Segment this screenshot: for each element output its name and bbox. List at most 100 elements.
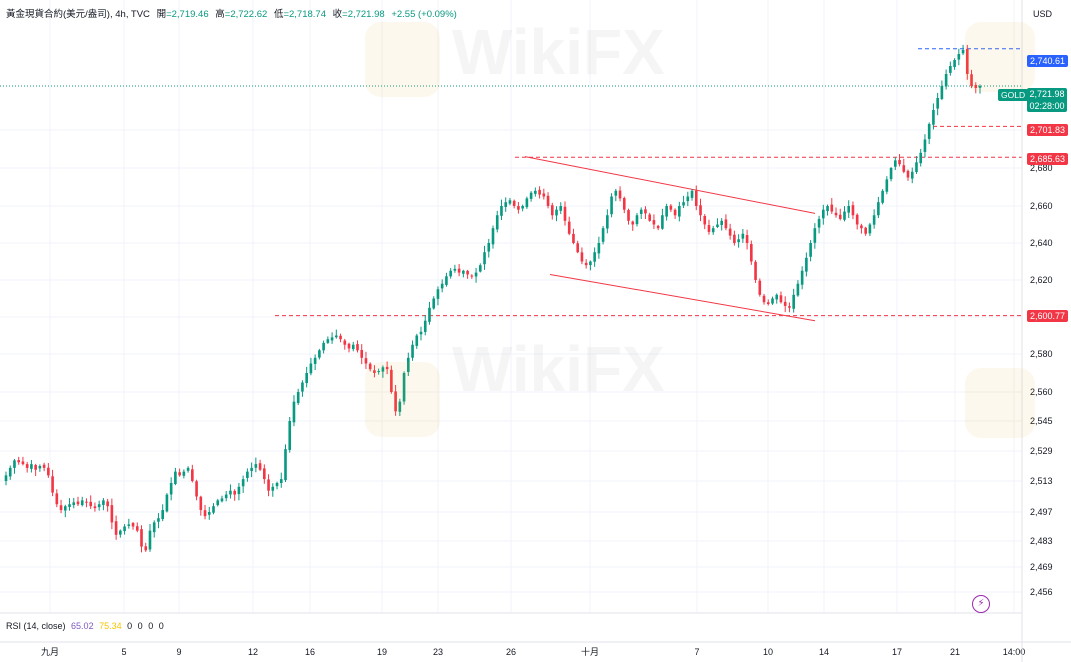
open-label: 開 (156, 9, 167, 20)
gold-symbol-tag: GOLD (998, 89, 1029, 101)
candle (220, 495, 224, 503)
candle (783, 296, 787, 313)
candle (474, 267, 478, 283)
candle (59, 499, 63, 514)
candle (694, 185, 698, 211)
candle (830, 198, 834, 214)
candle (673, 208, 677, 219)
candle (686, 191, 690, 207)
candle (347, 342, 351, 353)
candle (906, 169, 910, 181)
candle (724, 214, 728, 231)
candle (817, 215, 821, 234)
candle (360, 344, 364, 365)
candle (34, 463, 37, 476)
candle (241, 475, 245, 493)
candle (813, 223, 817, 249)
candle (627, 208, 630, 225)
currency-label[interactable]: USD (1033, 9, 1053, 19)
candle (301, 380, 304, 397)
rsi-extra-2: 0 (148, 621, 154, 631)
rsi-label: RSI (14, close) (6, 621, 66, 631)
candle (38, 464, 42, 472)
candle (512, 199, 516, 209)
candle (597, 236, 601, 259)
candle (580, 247, 584, 265)
candle (191, 464, 194, 483)
candle (30, 460, 33, 473)
candle (385, 361, 389, 375)
candle (339, 333, 342, 343)
candle (258, 459, 262, 472)
candle (250, 462, 253, 478)
candle (68, 498, 71, 511)
candle (25, 461, 29, 473)
candle (292, 395, 296, 427)
candle (127, 518, 131, 529)
candle (682, 195, 685, 209)
candle (957, 48, 961, 66)
candle (63, 504, 67, 518)
candle (589, 260, 592, 271)
price-tag-2701: 2,701.83 (1027, 124, 1069, 136)
candle (923, 134, 927, 158)
candle (940, 80, 944, 101)
candle (889, 167, 893, 182)
candle (114, 515, 118, 540)
candle (373, 365, 376, 378)
candle (500, 199, 503, 221)
channel-line[interactable] (524, 156, 816, 214)
candle (377, 368, 380, 375)
candle (449, 268, 452, 279)
candle (186, 466, 190, 473)
y-tick-label: 2,680 (1030, 163, 1053, 173)
candle (487, 238, 491, 258)
candle (529, 191, 533, 202)
x-tick-label: 26 (506, 647, 516, 657)
candle (368, 362, 372, 372)
candle (881, 189, 884, 205)
candle (419, 326, 423, 341)
candle (21, 456, 25, 466)
candle (703, 214, 707, 230)
candle (182, 469, 186, 479)
candle (432, 296, 436, 310)
candle (707, 219, 711, 235)
candle (76, 496, 80, 507)
candle (119, 529, 122, 538)
candle (309, 357, 313, 376)
candle (415, 333, 419, 349)
candle (877, 196, 880, 219)
channel-line[interactable] (549, 273, 816, 322)
candle (152, 520, 156, 538)
candle (868, 222, 872, 237)
symbol-legend[interactable]: 黃金現貨合約(美元/盎司), 4h, TVC 開=2,719.46 高=2,72… (6, 6, 457, 20)
candle (495, 210, 499, 233)
x-tick-label: 16 (305, 647, 315, 657)
candle (898, 154, 901, 167)
candle (224, 491, 228, 502)
candle (584, 259, 588, 269)
candle (550, 202, 554, 220)
candle (965, 44, 969, 80)
y-tick-label: 2,483 (1030, 536, 1053, 546)
candle (737, 234, 740, 248)
rsi-legend[interactable]: RSI (14, close) 65.02 75.34 0 0 0 0 (6, 621, 164, 631)
grid (0, 0, 1022, 613)
lightning-icon[interactable]: ⚡ (972, 595, 990, 613)
candle (525, 196, 529, 209)
candle (771, 296, 774, 305)
candle (131, 521, 135, 530)
symbol-title: 黃金現貨合約(美元/盎司), 4h, TVC (6, 9, 150, 20)
candle (563, 201, 567, 226)
close-value: =2,721.98 (342, 9, 385, 20)
candles (4, 44, 982, 553)
candle (423, 314, 427, 336)
candle (406, 352, 410, 377)
candle (246, 468, 249, 482)
x-tick-label: 23 (433, 647, 443, 657)
candle (610, 193, 613, 218)
x-tick-label: 九月 (41, 647, 59, 657)
candle (483, 245, 486, 270)
